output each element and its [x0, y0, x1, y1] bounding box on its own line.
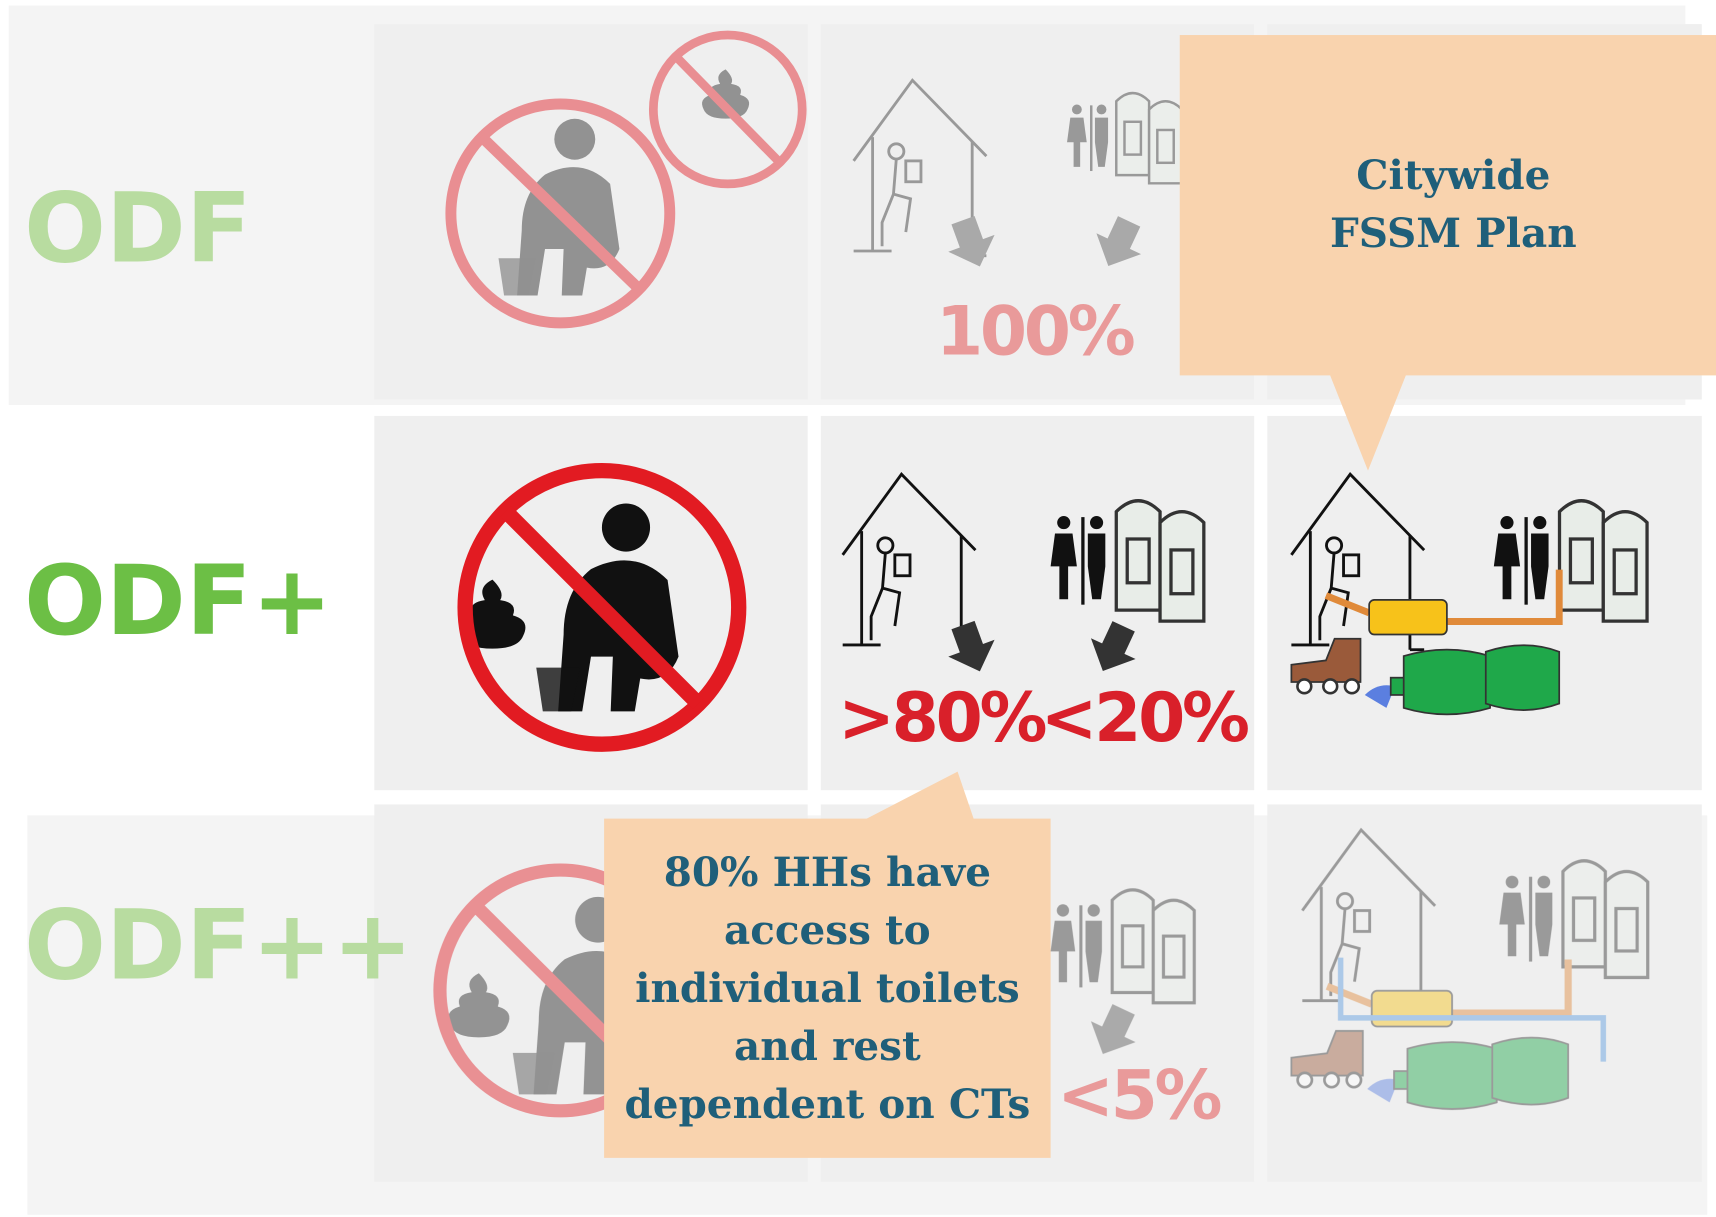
- callout-text: dependent on CTs: [624, 1080, 1030, 1128]
- odf-plus-icons: [457, 462, 1649, 752]
- callout-text: 80% HHs have: [664, 848, 991, 896]
- share-figure: 100%: [936, 293, 1134, 372]
- callout-text: access to: [724, 906, 931, 954]
- callout-box: [604, 771, 1051, 1158]
- share-figure: >80%: [838, 679, 1045, 758]
- level-label: ODF++: [24, 889, 413, 1001]
- share-figure: <20%: [1041, 679, 1248, 758]
- level-label: ODF+: [24, 545, 332, 657]
- callout-text: individual toilets: [635, 964, 1020, 1012]
- callout-box: [1179, 35, 1716, 471]
- callout-text: and rest: [734, 1022, 921, 1070]
- share-figure: <5%: [1057, 1056, 1220, 1135]
- callout-text: Citywide: [1356, 151, 1550, 199]
- level-label: ODF: [24, 173, 252, 285]
- callout-text: FSSM Plan: [1330, 209, 1577, 257]
- odf-icons: [445, 30, 1184, 329]
